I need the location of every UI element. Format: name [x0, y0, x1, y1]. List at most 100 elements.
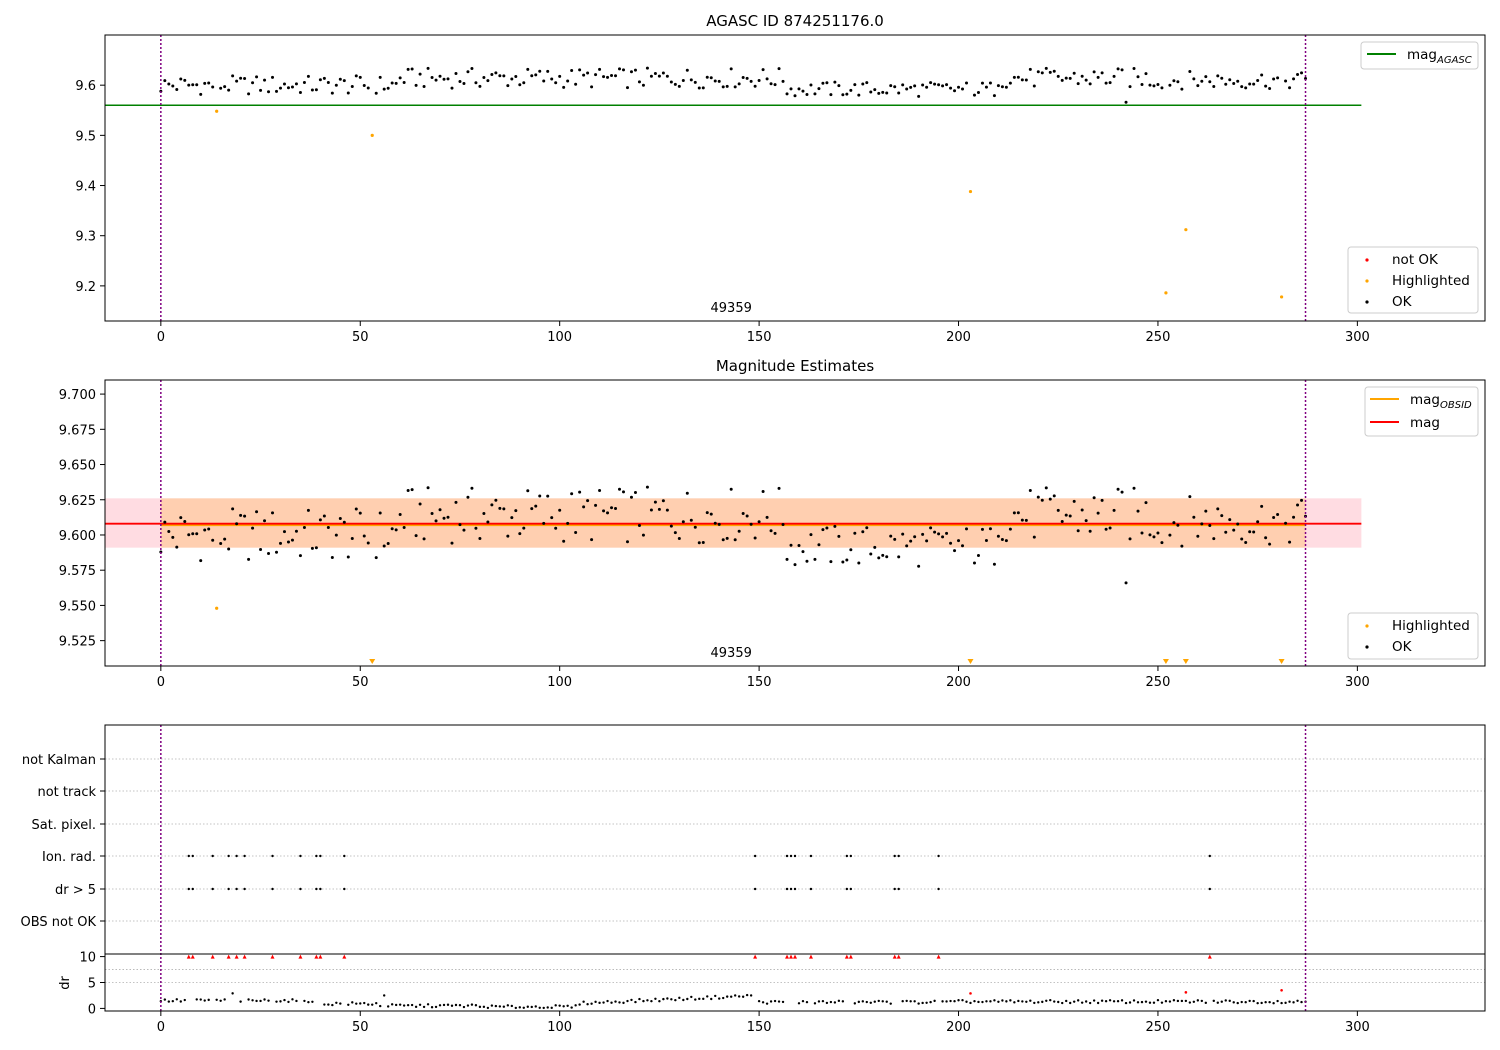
- dr-ok-point: [574, 1004, 577, 1007]
- ok-point: [877, 91, 881, 95]
- ok-point: [167, 530, 171, 534]
- ok-point: [1176, 523, 1180, 527]
- ok-point: [953, 89, 957, 93]
- dr-ok-point: [1204, 1001, 1208, 1005]
- dr-ok-point: [167, 1000, 171, 1003]
- dr-ok-point: [1284, 1001, 1287, 1005]
- ok-point: [374, 91, 378, 95]
- ok-point: [1092, 70, 1096, 74]
- dr-gt-5-flag-point: [187, 887, 190, 891]
- dr-ok-point: [1228, 999, 1231, 1003]
- dr-ok-point: [1100, 999, 1104, 1002]
- ok-point: [953, 549, 957, 553]
- x-tick-label: 0: [157, 675, 165, 690]
- ok-point: [187, 533, 191, 537]
- ok-point: [713, 521, 717, 525]
- ok-point: [645, 66, 649, 70]
- ok-point: [861, 82, 865, 86]
- ok-point: [777, 486, 781, 490]
- dr-gt-5-flag-point: [845, 887, 849, 891]
- ok-point: [562, 539, 566, 543]
- highlighted-point: [370, 133, 374, 137]
- ok-point: [538, 69, 542, 73]
- dr-ok-point: [1212, 999, 1215, 1003]
- dr-ok-point: [618, 1001, 621, 1004]
- ok-point: [574, 82, 578, 86]
- ok-point: [1288, 540, 1292, 544]
- dr-ok-point: [626, 999, 629, 1003]
- dr-ok-point: [729, 995, 733, 998]
- highlighted-legend-label: Highlighted: [1392, 273, 1470, 289]
- dr-ok-point: [985, 1000, 988, 1003]
- ok-point: [641, 83, 645, 87]
- ok-point: [629, 70, 633, 74]
- ok-point: [243, 514, 247, 518]
- ion-rad-flag-point: [785, 854, 789, 858]
- dr-ok-point: [690, 995, 693, 999]
- ok-point: [1232, 81, 1236, 85]
- agasc-obsid-label: 49359: [711, 301, 752, 316]
- dr-tick-label: 10: [79, 951, 96, 966]
- dr-ok-point: [1240, 1000, 1243, 1004]
- dr-ok-point: [307, 1000, 310, 1004]
- ok-point: [753, 84, 757, 88]
- estimates-ok-legend-label: OK: [1392, 639, 1413, 655]
- ok-point: [857, 93, 861, 97]
- dr-ok-point: [1021, 1000, 1024, 1003]
- ok-point: [171, 84, 175, 88]
- ok-point: [861, 530, 865, 534]
- ok-point: [526, 489, 530, 493]
- dr-ok-point: [945, 1000, 948, 1003]
- not-ok-legend-label: not OK: [1392, 252, 1439, 268]
- dr-ok-point: [1264, 1000, 1267, 1004]
- ion-rad-flag-point: [243, 854, 246, 858]
- dr-ok-point: [1144, 1000, 1148, 1003]
- ok-point: [1108, 81, 1112, 85]
- ion-rad-flag-point: [315, 854, 318, 858]
- ok-point: [350, 84, 354, 88]
- dr-ok-point: [1057, 1000, 1060, 1004]
- dr-ok-point: [163, 998, 167, 1001]
- ok-point: [338, 77, 342, 81]
- ok-point: [677, 84, 681, 88]
- ok-point: [526, 67, 530, 71]
- ok-point: [717, 79, 721, 83]
- dr-offscale-not-ok-marker: [1207, 954, 1212, 959]
- ok-point: [330, 91, 334, 95]
- ok-point: [661, 499, 665, 503]
- ok-point: [1220, 76, 1224, 80]
- ok-point: [183, 78, 187, 82]
- dr-ok-point: [550, 1006, 553, 1010]
- ok-point: [733, 538, 737, 542]
- ok-point: [853, 83, 857, 87]
- ok-point: [219, 86, 223, 90]
- dr-ok-point: [642, 999, 645, 1003]
- ok-point: [378, 511, 382, 515]
- ok-point: [757, 78, 761, 82]
- mag-agasc-legend-label: magAGASC: [1407, 47, 1472, 66]
- ok-point: [841, 93, 845, 97]
- ok-point: [965, 527, 969, 531]
- dr-ok-point: [1136, 1001, 1140, 1004]
- ok-point: [286, 540, 290, 544]
- flag-category-label: OBS not OK: [21, 915, 97, 930]
- ok-point: [1212, 84, 1216, 88]
- ok-point: [1040, 71, 1044, 75]
- flags-axes-frame: [104, 724, 1486, 1012]
- dr-ok-point: [1220, 1000, 1223, 1003]
- dr-ok-point: [805, 1000, 809, 1004]
- x-tick-label: 100: [547, 330, 572, 345]
- ok-point: [957, 539, 961, 543]
- ok-point: [945, 83, 949, 87]
- flag-category-label: dr > 5: [55, 883, 96, 898]
- dr-ok-point: [949, 999, 952, 1003]
- ok-point: [1176, 80, 1180, 84]
- ok-point: [633, 68, 637, 72]
- ok-point: [203, 81, 207, 85]
- dr-ok-point: [686, 997, 689, 1001]
- flags-panel: not Kalman not track Sat. pixel. Ion. rad. d…: [21, 724, 1486, 1035]
- dr-ok-point: [446, 1003, 450, 1006]
- dr-gt-5-flag-point: [319, 887, 322, 891]
- dr-ok-point: [207, 998, 210, 1002]
- ok-point: [494, 498, 498, 502]
